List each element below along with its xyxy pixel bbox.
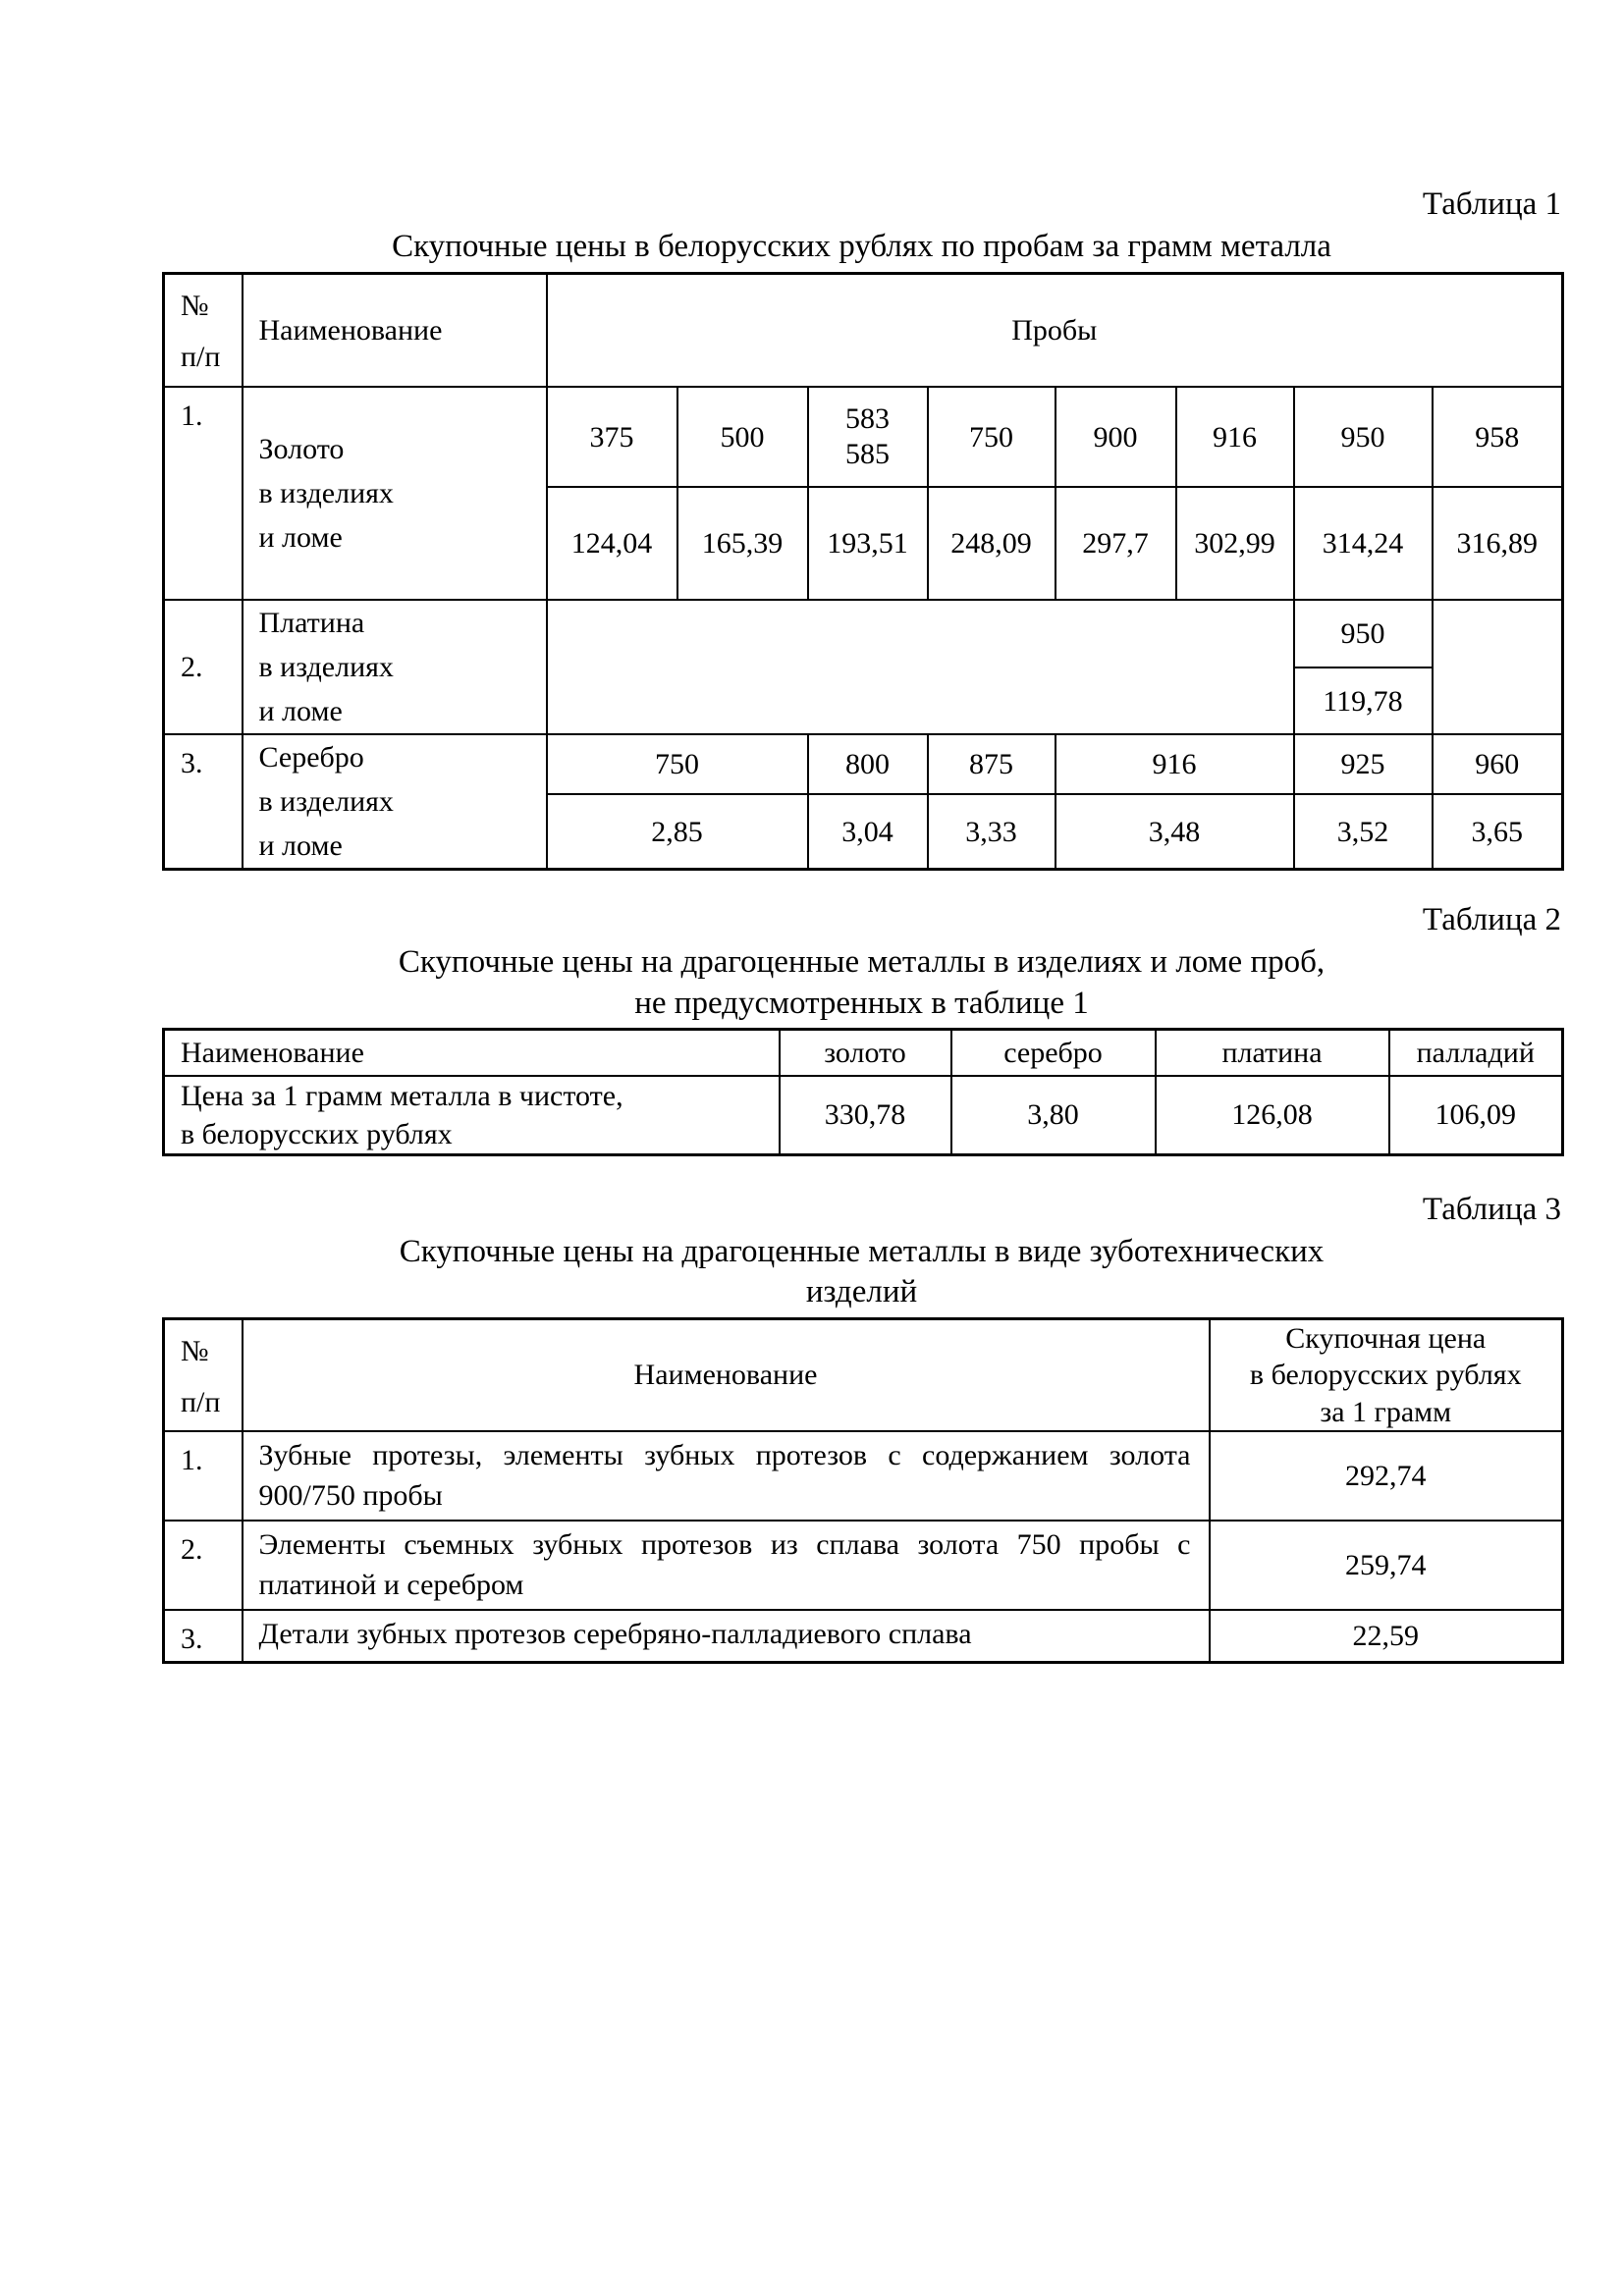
gold-price-cell: 193,51 xyxy=(806,486,929,601)
silver-probe-row: 3. Серебро в изделиях и ломе 750 800 875… xyxy=(162,732,1564,871)
gold-probe-cell: 500 xyxy=(676,386,809,488)
gold-price-row: 124,04 165,39 193,51 248,09 297,7 302,99… xyxy=(164,486,1564,601)
platinum-probe-cell: 950 xyxy=(1292,598,1434,669)
silver-price-cell: 3,04 xyxy=(806,793,929,871)
table1-header-probes: Пробы xyxy=(545,272,1564,388)
gold-probe-cell: 958 xyxy=(1431,386,1564,488)
silver-price-row: 2,85 3,04 3,33 3,48 3,52 3,65 xyxy=(164,793,1564,871)
gold-row-name: Золото в изделиях и ломе xyxy=(241,386,548,601)
table2-palladium-price: 106,09 xyxy=(1387,1074,1564,1156)
platinum-price-row: 119,78 xyxy=(164,667,1563,735)
table3-row-price: 292,74 xyxy=(1208,1430,1564,1522)
table2-header-platinum: платина xyxy=(1154,1028,1390,1077)
gold-price-cell: 316,89 xyxy=(1431,486,1564,601)
table3-dental-products-prices: № п/п Наименование Скупочная цена в бело… xyxy=(162,1316,1564,1664)
table3-row-price: 22,59 xyxy=(1208,1609,1564,1664)
platinum-row-number: 2. xyxy=(162,599,244,735)
silver-probe-cell: 875 xyxy=(926,732,1056,796)
table1-buyback-prices-by-fineness: № п/п Наименование Пробы 1. Золото в изд… xyxy=(162,271,1565,871)
silver-price-cell: 3,33 xyxy=(926,793,1056,871)
silver-price-cell: 3,52 xyxy=(1292,793,1434,871)
table1-title: Скупочные цены в белорусских рублях по п… xyxy=(392,229,1331,265)
table3-title: Скупочные цены на драгоценные металлы в … xyxy=(399,1234,1325,1310)
table3-row: 1. Зубные протезы, элементы зубных проте… xyxy=(162,1430,1564,1522)
table3-row-number: 1. xyxy=(162,1430,244,1522)
silver-probe-cell: 750 xyxy=(545,732,809,796)
silver-row-name: Серебро в изделиях и ломе xyxy=(241,733,548,871)
table2-platinum-price: 126,08 xyxy=(1154,1074,1390,1156)
silver-probe-cell: 800 xyxy=(806,732,929,796)
table3-row-number: 2. xyxy=(162,1520,244,1611)
table3-row-number: 3. xyxy=(162,1609,244,1664)
table2-title: Скупочные цены на драгоценные металлы в … xyxy=(398,944,1326,1021)
table3-header-row: № п/п Наименование Скупочная цена в бело… xyxy=(162,1317,1564,1432)
table3-row: 3. Детали зубных протезов серебряно-палл… xyxy=(162,1609,1564,1664)
platinum-row-name: Платина в изделиях и ломе xyxy=(241,599,548,735)
gold-probe-cell: 583 585 xyxy=(806,386,929,488)
gold-probe-cell: 750 xyxy=(926,386,1056,488)
gold-probe-cell: 950 xyxy=(1292,386,1434,488)
table2-header-gold: золото xyxy=(778,1028,952,1077)
platinum-price-cell: 119,78 xyxy=(1292,667,1434,735)
silver-price-cell: 3,48 xyxy=(1054,793,1295,871)
table3-row-name: Зубные протезы, элементы зубных протезов… xyxy=(241,1430,1211,1522)
platinum-probe-row: 2. Платина в изделиях и ломе 950 xyxy=(162,598,1564,735)
table3-header-name: Наименование xyxy=(241,1317,1211,1432)
table1-header-name: Наименование xyxy=(241,272,548,388)
gold-row-number: 1. xyxy=(162,386,244,601)
gold-probe-cell: 900 xyxy=(1054,386,1177,488)
table3-row-name: Элементы съемных зубных протезов из спла… xyxy=(241,1520,1211,1611)
silver-price-cell: 3,65 xyxy=(1431,793,1564,871)
table2-silver-price: 3,80 xyxy=(949,1074,1157,1156)
table3-row-name: Детали зубных протезов серебряно-паллади… xyxy=(241,1609,1211,1664)
silver-probe-cell: 960 xyxy=(1431,732,1564,796)
silver-probe-cell: 916 xyxy=(1054,732,1295,796)
table1-header-num: № п/п xyxy=(162,272,244,388)
platinum-empty-cell xyxy=(545,599,1295,735)
table2-row-name: Цена за 1 грамм металла в чистоте, в бел… xyxy=(162,1074,781,1156)
table2-header-name: Наименование xyxy=(162,1028,781,1077)
table2-data-row: Цена за 1 грамм металла в чистоте, в бел… xyxy=(162,1074,1564,1156)
table3-header-price: Скупочная цена в белорусских рублях за 1… xyxy=(1208,1317,1564,1432)
platinum-empty-cell-right xyxy=(1431,599,1564,735)
gold-price-cell: 302,99 xyxy=(1174,486,1295,601)
gold-price-cell: 248,09 xyxy=(926,486,1056,601)
gold-probe-row: 1. Золото в изделиях и ломе 375 500 583 … xyxy=(162,386,1564,601)
gold-price-cell: 124,04 xyxy=(545,486,678,601)
gold-price-cell: 314,24 xyxy=(1292,486,1434,601)
document-content: Таблица 1 Скупочные цены в белорусских р… xyxy=(162,185,1565,1664)
table2-header-row: Наименование золото серебро платина палл… xyxy=(162,1028,1564,1077)
silver-row-number: 3. xyxy=(162,733,244,871)
gold-probe-cell: 375 xyxy=(545,386,678,488)
table3-header-num: № п/п xyxy=(162,1317,244,1432)
table1-label: Таблица 1 xyxy=(1422,187,1561,222)
table2-header-silver: серебро xyxy=(949,1028,1157,1077)
gold-price-cell: 297,7 xyxy=(1054,486,1177,601)
table2-pure-metal-prices: Наименование золото серебро платина палл… xyxy=(162,1027,1564,1156)
table3-label: Таблица 3 xyxy=(1422,1191,1561,1227)
silver-price-cell: 2,85 xyxy=(545,793,809,871)
table3-row-price: 259,74 xyxy=(1208,1520,1564,1611)
table2-gold-price: 330,78 xyxy=(778,1074,952,1156)
silver-probe-cell: 925 xyxy=(1292,732,1434,796)
table2-header-palladium: палладий xyxy=(1387,1028,1564,1077)
gold-price-cell: 165,39 xyxy=(676,486,809,601)
table3-row: 2. Элементы съемных зубных протезов из с… xyxy=(162,1520,1564,1611)
gold-probe-cell: 916 xyxy=(1174,386,1295,488)
table2-label: Таблица 2 xyxy=(1422,902,1561,937)
table1-header-row: № п/п Наименование Пробы xyxy=(162,272,1564,388)
